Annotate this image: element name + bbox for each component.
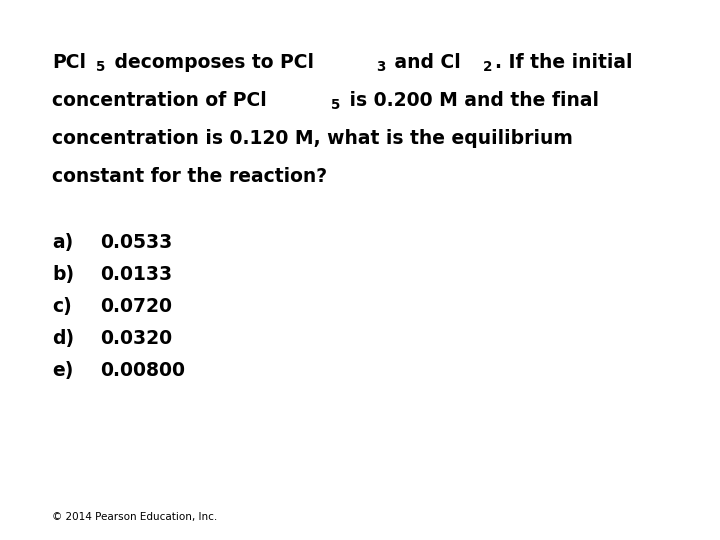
- Text: 5: 5: [96, 60, 106, 74]
- Text: concentration of PCl: concentration of PCl: [52, 91, 266, 110]
- Text: c): c): [52, 297, 72, 316]
- Text: b): b): [52, 265, 74, 284]
- Text: e): e): [52, 361, 73, 380]
- Text: . If the initial: . If the initial: [495, 53, 632, 72]
- Text: 0.0320: 0.0320: [100, 329, 172, 348]
- Text: concentration is 0.120 M, what is the equilibrium: concentration is 0.120 M, what is the eq…: [52, 129, 573, 148]
- Text: d): d): [52, 329, 74, 348]
- Text: a): a): [52, 233, 73, 252]
- Text: 0.0720: 0.0720: [100, 297, 172, 316]
- Text: is 0.200 M and the final: is 0.200 M and the final: [343, 91, 599, 110]
- Text: © 2014 Pearson Education, Inc.: © 2014 Pearson Education, Inc.: [52, 512, 217, 522]
- Text: and Cl: and Cl: [388, 53, 461, 72]
- Text: 0.0133: 0.0133: [100, 265, 172, 284]
- Text: 3: 3: [376, 60, 385, 74]
- Text: decomposes to PCl: decomposes to PCl: [108, 53, 315, 72]
- Text: 0.0533: 0.0533: [100, 233, 172, 252]
- Text: constant for the reaction?: constant for the reaction?: [52, 167, 327, 186]
- Text: 5: 5: [331, 98, 341, 112]
- Text: 0.00800: 0.00800: [100, 361, 185, 380]
- Text: 2: 2: [482, 60, 492, 74]
- Text: PCl: PCl: [52, 53, 86, 72]
